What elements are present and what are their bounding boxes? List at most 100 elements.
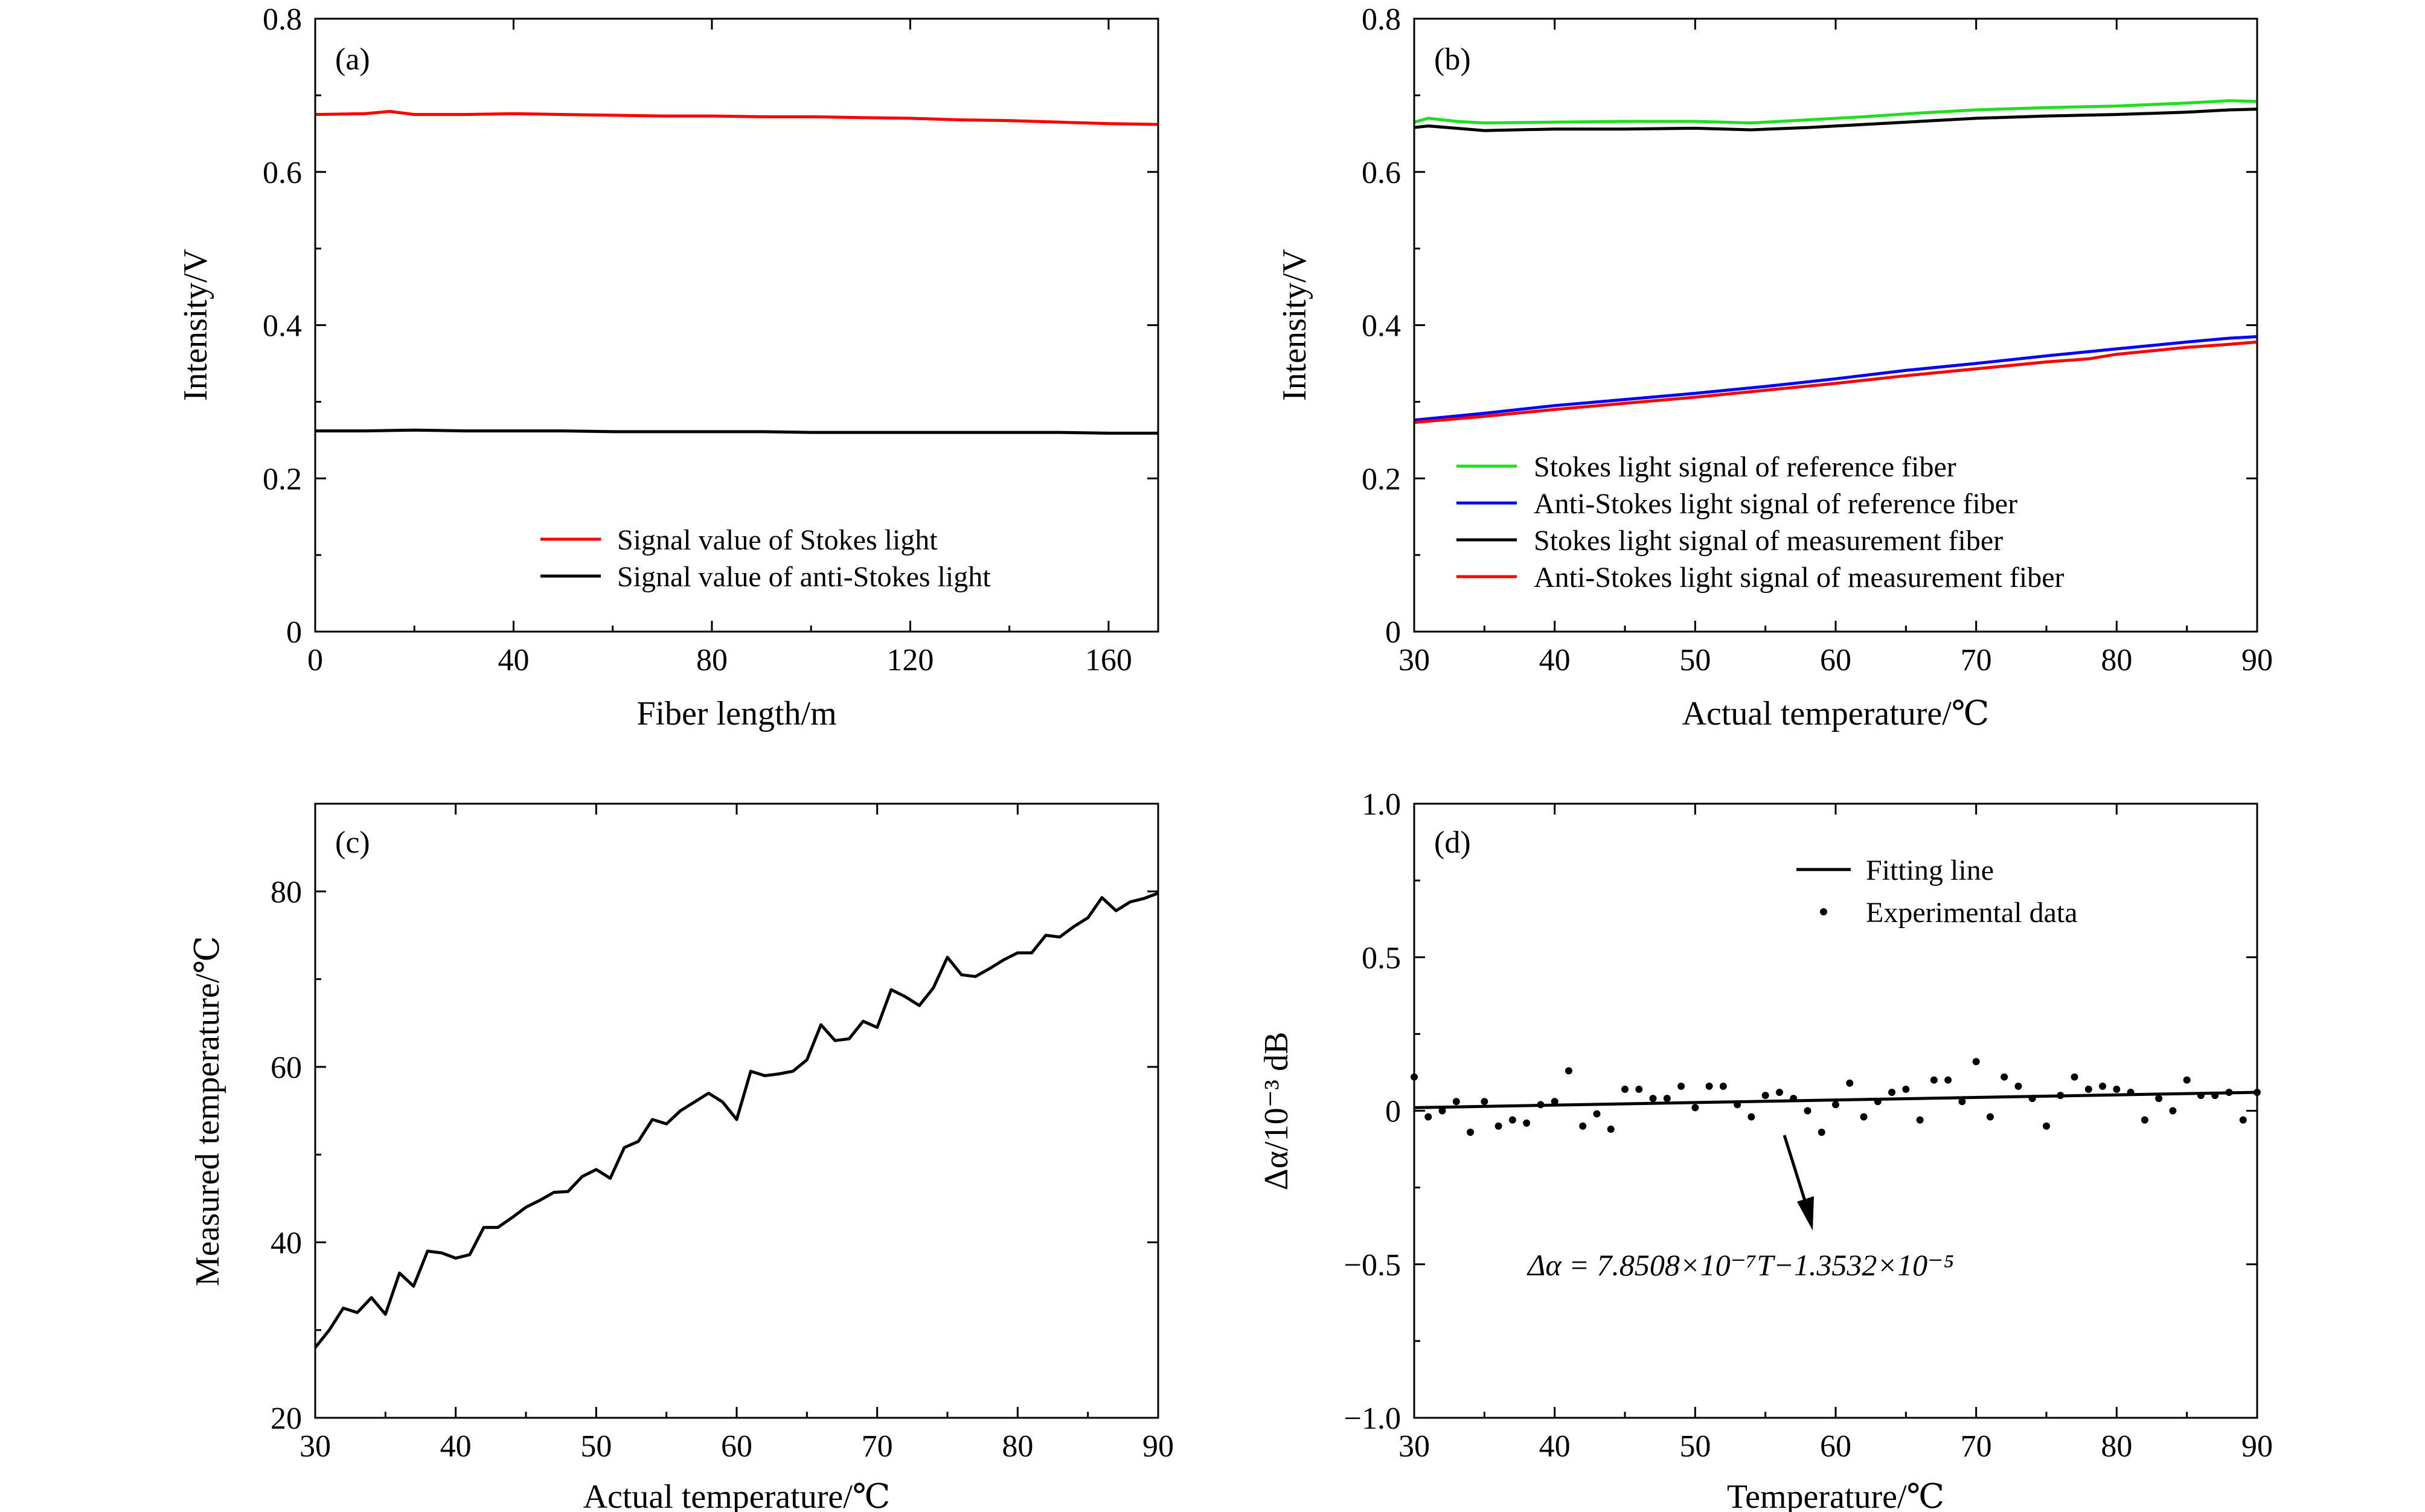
panel-c-xtick-label-5: 80 [1002, 1429, 1033, 1464]
panel-a-series-1-line [315, 428, 1158, 435]
panel-b-xtick-label-1: 40 [1539, 643, 1571, 678]
panel-d-point-31 [1846, 1079, 1854, 1087]
panel-d-xtick-label-6: 90 [2241, 1429, 2273, 1464]
panel-c-ytick-label-1: 40 [271, 1226, 302, 1260]
panel-b-xlabel: Actual temperature/℃ [1682, 695, 1990, 732]
panel-d-point-7 [1508, 1116, 1516, 1124]
panel-b-tag: (b) [1434, 42, 1471, 77]
panel-d-annotation-text: Δα = 7.8508×10⁻⁷T−1.3532×10⁻⁵ [1526, 1248, 1954, 1282]
panel-b-xtick-label-2: 50 [1679, 643, 1711, 678]
panel-d-point-16 [1635, 1085, 1643, 1093]
panel-d-xlabel: Temperature/℃ [1727, 1478, 1944, 1512]
panel-d-point-56 [2197, 1092, 2205, 1100]
panel-d-point-47 [2071, 1073, 2078, 1081]
panel-c-ytick-label-2: 60 [271, 1051, 302, 1085]
panel-d-point-23 [1734, 1101, 1741, 1109]
panel-c-xtick-label-2: 50 [580, 1429, 612, 1464]
panel-a-legend-label-1: Signal value of anti-Stokes light [617, 561, 991, 593]
panel-b-series-3-line [1414, 340, 2258, 424]
panel-a-ytick-label-2: 0.4 [263, 309, 302, 344]
panel-d-point-58 [2225, 1088, 2233, 1096]
panel-d-frame [1413, 802, 2258, 1419]
panel-a-xtick-label-0: 0 [307, 643, 323, 678]
panel-d-point-13 [1593, 1110, 1601, 1118]
panel-d-point-55 [2183, 1076, 2191, 1084]
panel-d-point-50 [2113, 1085, 2121, 1093]
panel-d-point-20 [1691, 1104, 1699, 1112]
panel-d-point-29 [1818, 1129, 1825, 1136]
panel-b-ytick-label-2: 0.4 [1362, 309, 1401, 344]
panel-d-ytick-label-3: 0.5 [1362, 941, 1401, 975]
panel-d-point-8 [1523, 1119, 1531, 1127]
panel-b-xtick-label-4: 70 [1961, 643, 1992, 678]
panel-d-point-24 [1747, 1113, 1755, 1121]
panel-d-legend: Fitting line Experimental data [1796, 854, 2078, 929]
panel-b-frame [1413, 18, 2258, 633]
panel-d-point-14 [1607, 1126, 1615, 1133]
panel-d-point-28 [1804, 1107, 1812, 1115]
panel-d-point-36 [1916, 1116, 1924, 1124]
panel-d-point-9 [1537, 1101, 1545, 1109]
panel-c-ytick-label-0: 20 [271, 1401, 302, 1436]
panel-b-series-2-line [1414, 107, 2258, 132]
panel-b-ytick-label-0: 0 [1385, 615, 1401, 650]
panel-b-xtick-label-5: 80 [2101, 643, 2132, 678]
panel-c-tag: (c) [335, 825, 370, 860]
panel-d-point-34 [1888, 1088, 1896, 1096]
panel-d-annotation-arrow-line [1783, 1135, 1808, 1207]
panel-d-point-1 [1424, 1113, 1432, 1121]
panel-d-point-10 [1551, 1098, 1558, 1106]
panel-c-marks: 30 40 50 60 70 80 90 20 40 60 80 [271, 804, 1174, 1464]
panel-b-legend: Stokes light signal of reference fiber A… [1456, 451, 2065, 594]
panel-b-xtick-label-0: 30 [1398, 643, 1430, 678]
panel-b-ytick-label-3: 0.6 [1362, 156, 1401, 190]
panel-d-point-32 [1860, 1113, 1868, 1121]
panel-d-point-27 [1790, 1095, 1798, 1103]
panel-d-legend-label-fit: Fitting line [1866, 854, 1994, 886]
panel-a-ytick-label-1: 0.2 [263, 462, 302, 496]
panel-d-point-22 [1719, 1082, 1727, 1090]
panel-d-point-42 [2001, 1073, 2008, 1081]
panel-d-point-52 [2141, 1116, 2148, 1124]
panel-b-series-0-line [1414, 99, 2258, 125]
panel-b-legend-label-0: Stokes light signal of reference fiber [1534, 451, 1956, 483]
panel-c-series-0-line [314, 891, 1159, 1349]
panel-b-legend-label-3: Anti-Stokes light signal of measurement … [1534, 562, 2065, 594]
panel-b-legend-label-1: Anti-Stokes light signal of reference fi… [1534, 488, 2017, 520]
panel-d-point-39 [1958, 1098, 1966, 1106]
panel-a-ytick-label-0: 0 [286, 615, 302, 650]
panel-c: 30 40 50 60 70 80 90 20 40 60 80 (c) Actual temper… [189, 802, 1174, 1512]
panel-a-ylabel: Intensity/V [177, 249, 214, 401]
panel-c-xtick-label-3: 60 [721, 1429, 752, 1464]
panel-d-point-35 [1902, 1085, 1910, 1093]
panel-d-point-41 [1986, 1113, 1994, 1121]
panel-d-ytick-label-0: −1.0 [1344, 1401, 1401, 1436]
panel-d-point-40 [1972, 1058, 1980, 1066]
panel-a-legend: Signal value of Stokes light Signal valu… [540, 524, 991, 593]
panel-d-point-2 [1438, 1107, 1446, 1115]
panel-b-ylabel: Intensity/V [1276, 249, 1313, 401]
panel-c-xtick-label-0: 30 [300, 1429, 331, 1464]
panel-d-point-25 [1761, 1092, 1769, 1100]
panel-a: 0 40 80 120 160 0 0.2 0.4 0.6 0.8 (a) Fiber lengt… [177, 2, 1159, 732]
panel-d-point-57 [2211, 1092, 2219, 1100]
panel-c-xtick-label-6: 90 [1142, 1429, 1174, 1464]
panel-d-point-33 [1874, 1098, 1882, 1106]
panel-a-xlabel: Fiber length/m [636, 695, 836, 732]
panel-d-point-18 [1663, 1095, 1671, 1103]
panel-d-point-4 [1467, 1129, 1475, 1136]
panel-a-ytick-label-4: 0.8 [263, 2, 302, 37]
panel-d-point-51 [2127, 1088, 2135, 1096]
panel-d-point-38 [1944, 1076, 1952, 1084]
panel-d-point-59 [2239, 1116, 2247, 1124]
panel-d-point-46 [2057, 1092, 2065, 1100]
panel-d-xtick-label-5: 80 [2101, 1429, 2132, 1464]
panel-c-frame [314, 802, 1159, 1419]
panel-d-point-45 [2043, 1122, 2050, 1130]
panel-b-legend-label-2: Stokes light signal of measurement fiber [1534, 525, 2003, 557]
panel-c-ytick-label-3: 80 [271, 875, 302, 909]
panel-d-point-11 [1565, 1067, 1572, 1075]
panel-b-series-1-line [1414, 335, 2258, 422]
panel-b: 30 40 50 60 70 80 90 0 0.2 0.4 0.6 0.8 (b) Actual t… [1276, 2, 2273, 732]
